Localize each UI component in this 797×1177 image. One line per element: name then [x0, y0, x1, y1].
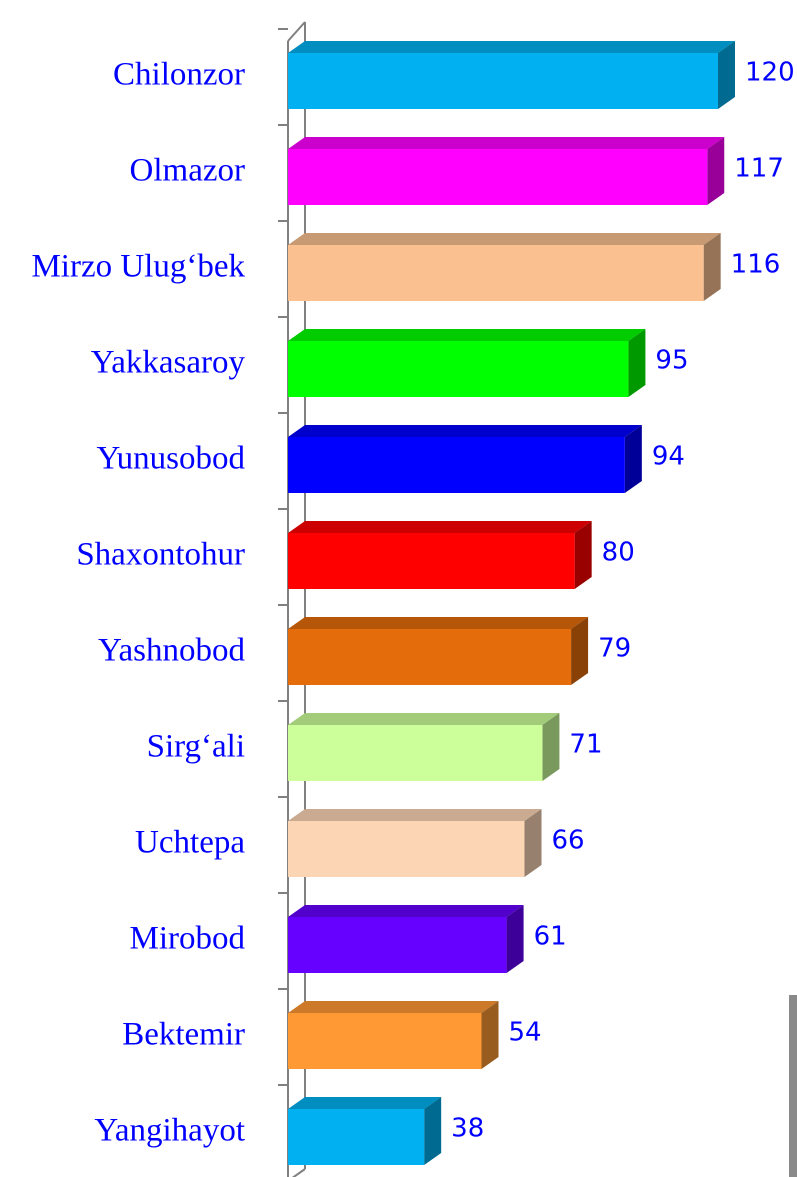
bar: [288, 149, 707, 205]
bar: [288, 245, 704, 301]
bar-top: [288, 809, 542, 821]
bar-side: [482, 1001, 499, 1069]
bar-top: [288, 41, 735, 53]
bar-top: [288, 905, 524, 917]
bar: [288, 341, 628, 397]
bar-side: [628, 329, 645, 397]
bar-side: [507, 905, 524, 973]
value-label: 95: [655, 346, 688, 376]
category-label: Yangihayot: [94, 1113, 245, 1149]
value-label: 66: [552, 826, 585, 856]
value-label: 61: [534, 922, 567, 952]
bar-top: [288, 521, 592, 533]
cropped-photo: [789, 995, 797, 1177]
bar-top: [288, 329, 645, 341]
bar-side: [525, 809, 542, 877]
bar-side: [575, 521, 592, 589]
chart: 120 Chilonzor 117 Olmazor 116 Mirzo Ulug‘bek 9…: [0, 0, 797, 1177]
value-label: 71: [569, 730, 602, 760]
bar: [288, 437, 625, 493]
bar-top: [288, 1097, 441, 1109]
bar: [288, 533, 575, 589]
value-label: 120: [745, 58, 795, 88]
category-label: Olmazor: [130, 153, 245, 189]
category-label: Sirg‘ali: [147, 729, 245, 765]
value-label: 80: [602, 538, 635, 568]
bar-top: [288, 137, 724, 149]
bar: [288, 821, 525, 877]
category-label: Yunusobod: [96, 441, 245, 477]
bar: [288, 629, 571, 685]
value-label: 117: [734, 154, 784, 184]
value-label: 38: [451, 1114, 484, 1144]
category-label: Mirzo Ulug‘bek: [31, 249, 245, 285]
category-label: Bektemir: [122, 1017, 245, 1053]
bar: [288, 917, 507, 973]
category-label: Chilonzor: [113, 57, 245, 93]
bar-top: [288, 617, 588, 629]
bar-side: [625, 425, 642, 493]
bar: [288, 1109, 424, 1165]
value-label: 54: [509, 1018, 542, 1048]
value-label: 79: [598, 634, 631, 664]
category-label: Yashnobod: [98, 633, 246, 669]
bar: [288, 1013, 482, 1069]
category-label: Yakkasaroy: [91, 345, 246, 381]
bar-top: [288, 425, 642, 437]
bar-side: [571, 617, 588, 685]
bar-top: [288, 233, 721, 245]
category-label: Uchtepa: [135, 825, 245, 861]
category-label: Shaxontohur: [76, 537, 245, 573]
value-label: 116: [731, 250, 781, 280]
bar-top: [288, 713, 559, 725]
value-label: 94: [652, 442, 685, 472]
category-label: Mirobod: [130, 921, 246, 957]
bar-top: [288, 1001, 499, 1013]
axis-line: [288, 1169, 305, 1177]
bar: [288, 53, 718, 109]
bar-side: [542, 713, 559, 781]
bar: [288, 725, 542, 781]
axis-line: [288, 22, 305, 41]
